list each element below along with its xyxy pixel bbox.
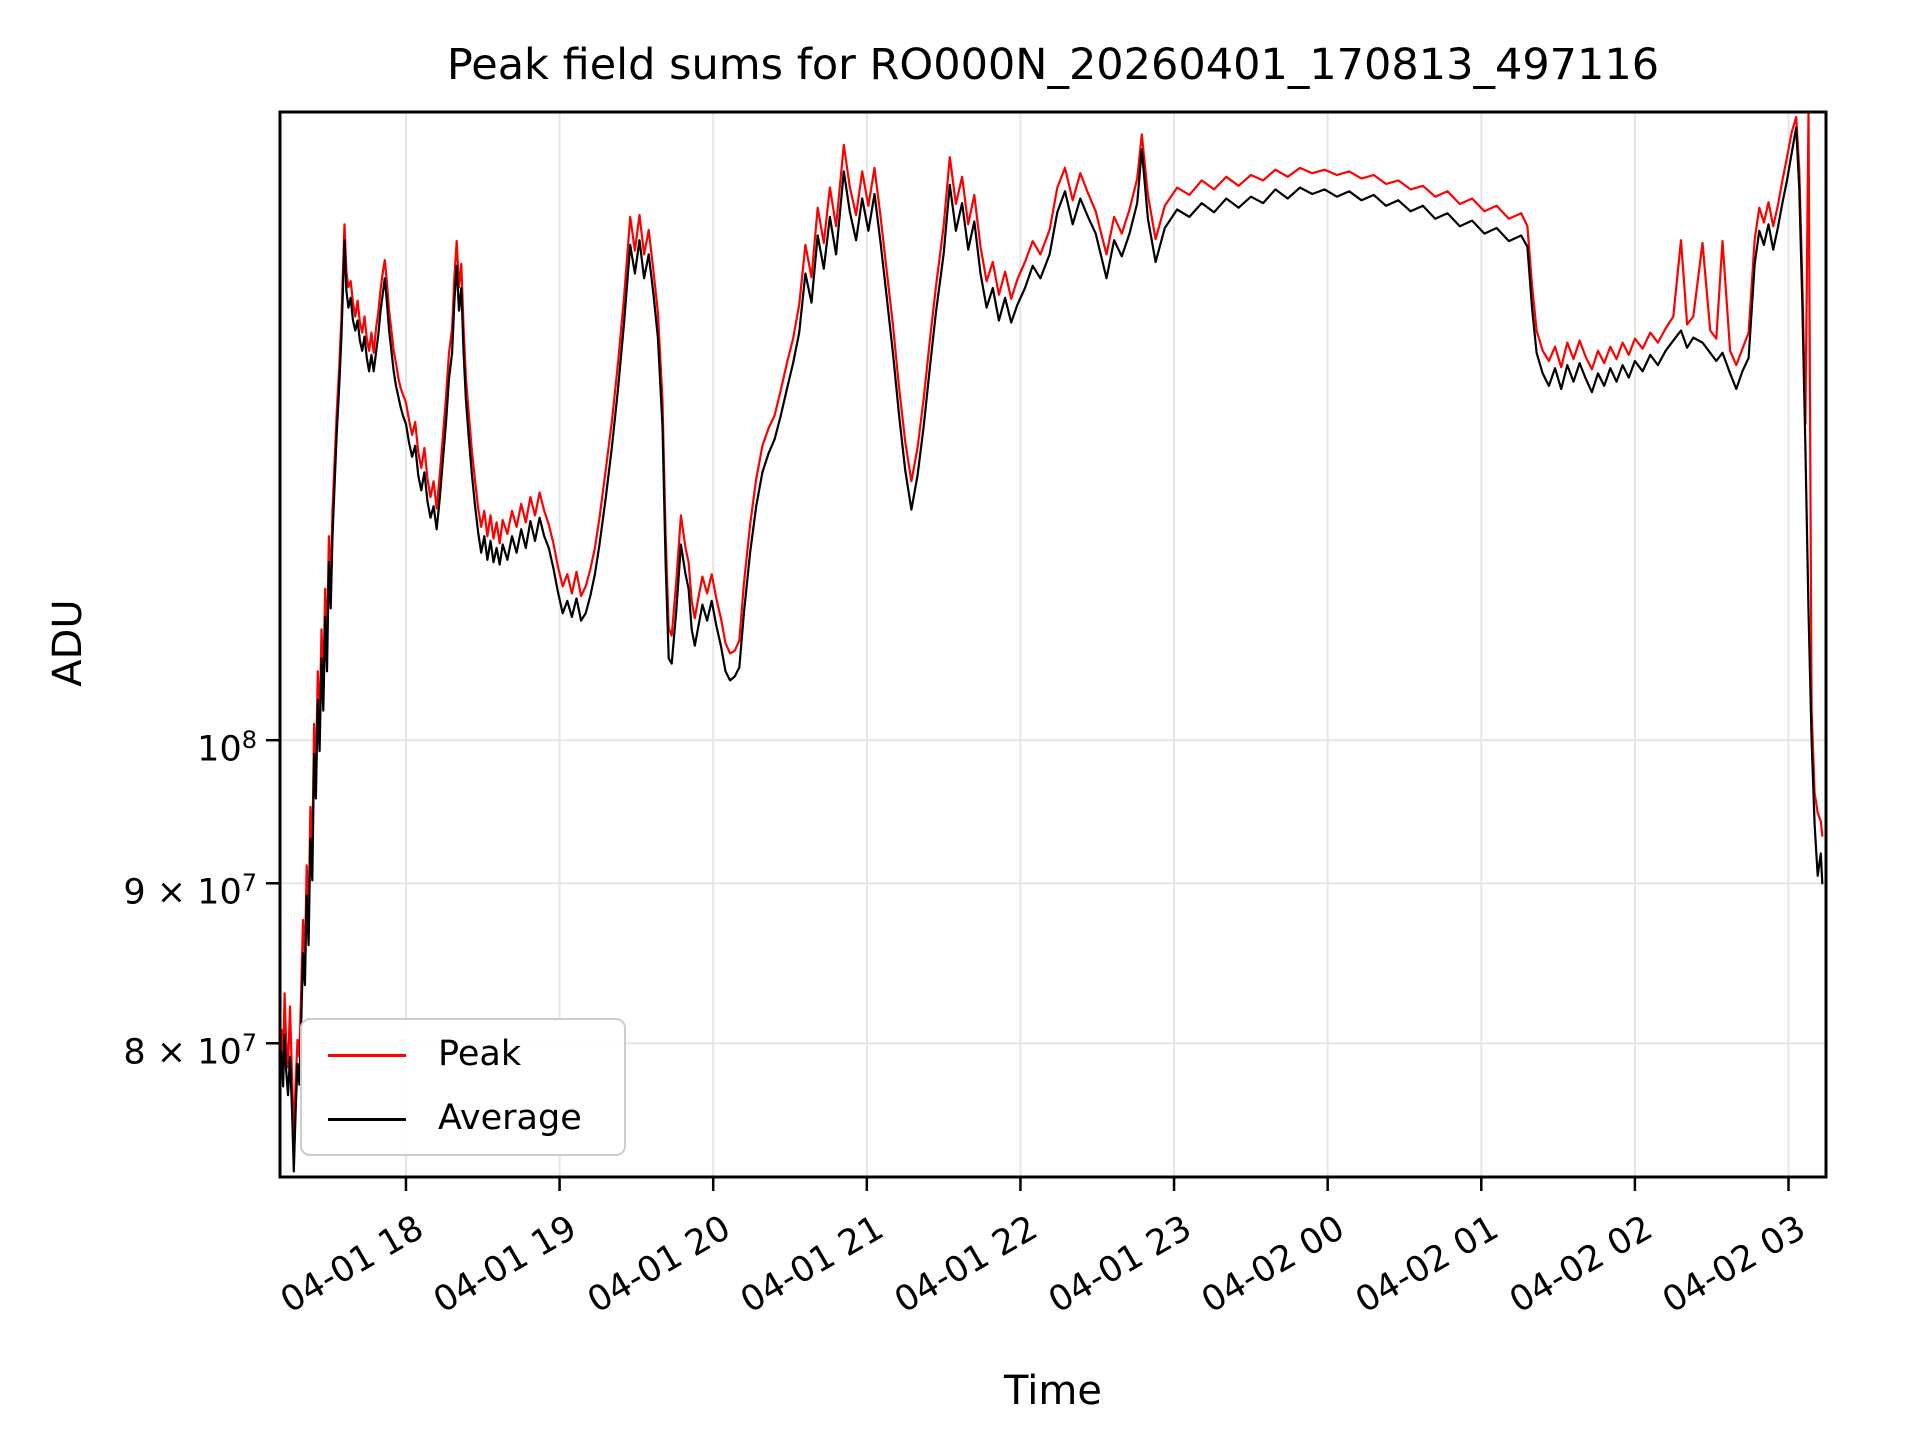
peak-line-sample (328, 1054, 406, 1057)
chart-title: Peak field sums for RO000N_20260401_1708… (446, 40, 1660, 90)
legend-label: Average (438, 1098, 582, 1138)
x-axis-label: Time (1004, 1368, 1102, 1414)
axes-spines (278, 110, 1828, 1179)
average-line (280, 126, 1824, 1173)
legend-box: Peak Average (300, 1018, 626, 1156)
y-tick-label: 9 × 107 (123, 869, 257, 913)
legend-entry-peak: Peak (302, 1034, 624, 1076)
peak-line (280, 112, 1824, 1133)
y-tick-label: 108 (197, 726, 257, 770)
legend-label: Peak (438, 1034, 522, 1074)
average-line-sample (328, 1118, 406, 1121)
legend-entry-average: Average (302, 1098, 624, 1140)
y-tick-label: 8 × 107 (123, 1029, 257, 1073)
y-axis-label: ADU (45, 599, 91, 687)
